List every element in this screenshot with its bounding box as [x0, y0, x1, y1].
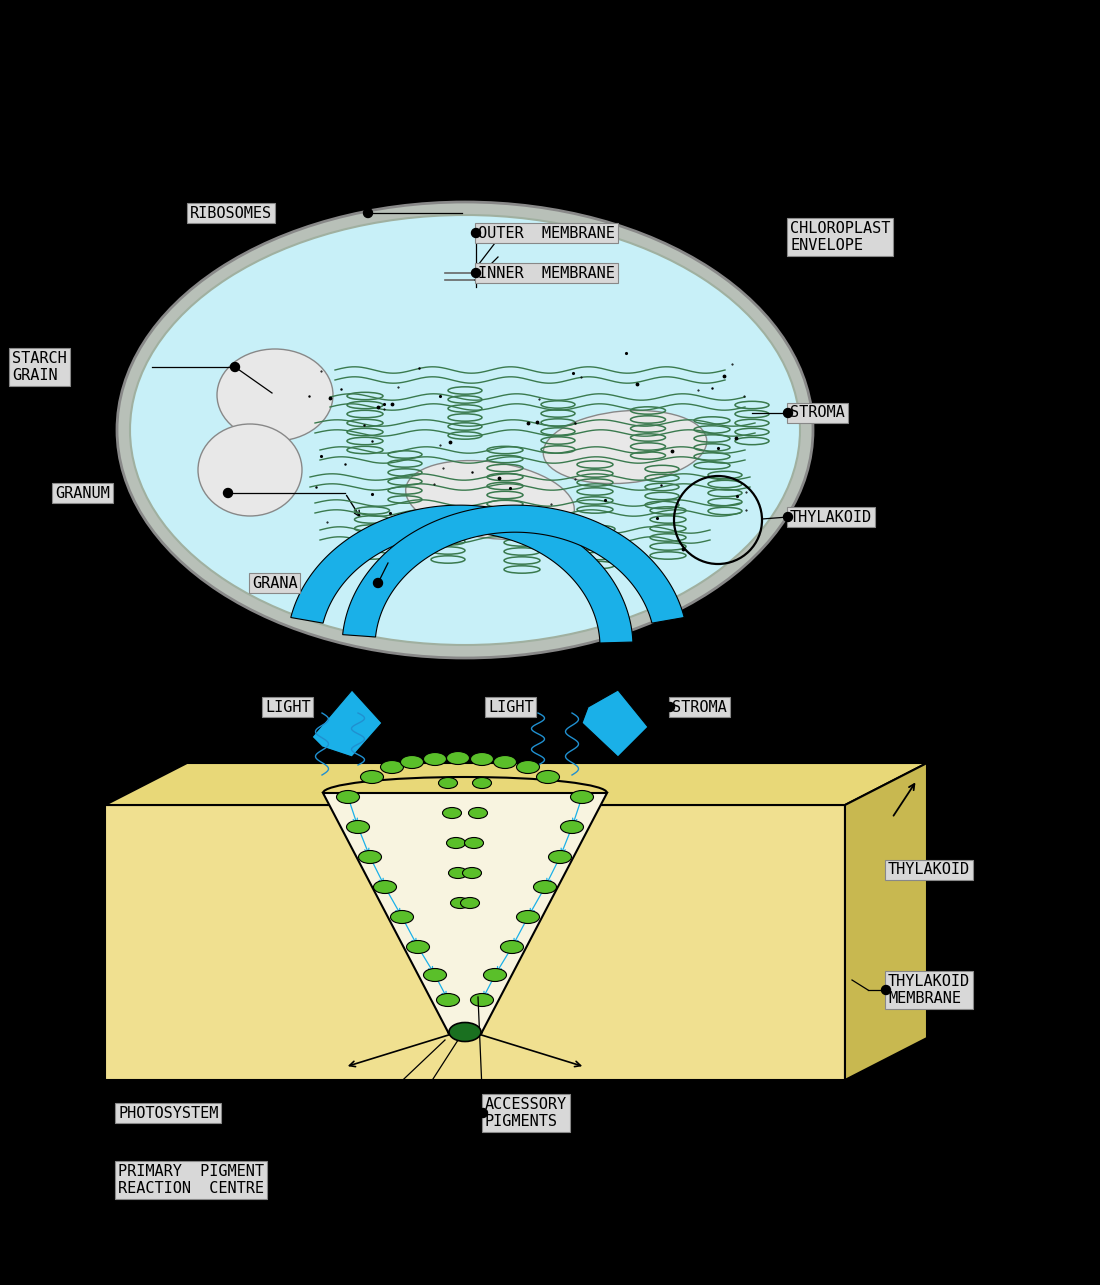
- Polygon shape: [323, 793, 607, 1032]
- Circle shape: [783, 513, 792, 522]
- Polygon shape: [104, 804, 845, 1079]
- Text: STROMA: STROMA: [672, 699, 727, 714]
- Ellipse shape: [517, 761, 539, 774]
- Ellipse shape: [424, 969, 447, 982]
- Text: GRANA: GRANA: [252, 576, 298, 591]
- Circle shape: [478, 1109, 487, 1118]
- Ellipse shape: [537, 771, 560, 784]
- Circle shape: [472, 269, 481, 278]
- Circle shape: [374, 578, 383, 587]
- Circle shape: [666, 703, 674, 712]
- Ellipse shape: [217, 350, 333, 441]
- Ellipse shape: [400, 756, 424, 768]
- Ellipse shape: [337, 790, 360, 803]
- Text: ACCESSORY
PIGMENTS: ACCESSORY PIGMENTS: [485, 1097, 568, 1130]
- Text: STROMA: STROMA: [790, 406, 845, 420]
- Ellipse shape: [198, 424, 302, 517]
- Circle shape: [472, 229, 481, 238]
- Circle shape: [881, 986, 891, 995]
- Text: THYLAKOID: THYLAKOID: [888, 862, 970, 878]
- Circle shape: [231, 362, 240, 371]
- Text: LIGHT: LIGHT: [488, 699, 534, 714]
- Circle shape: [783, 409, 792, 418]
- Polygon shape: [582, 690, 648, 757]
- Ellipse shape: [494, 756, 517, 768]
- Ellipse shape: [517, 911, 539, 924]
- Ellipse shape: [464, 838, 484, 848]
- Polygon shape: [312, 690, 382, 757]
- Ellipse shape: [381, 761, 404, 774]
- Ellipse shape: [484, 969, 506, 982]
- Text: THYLAKOID: THYLAKOID: [790, 509, 872, 524]
- Text: THYLAKOID
MEMBRANE: THYLAKOID MEMBRANE: [888, 974, 970, 1006]
- Ellipse shape: [442, 807, 462, 819]
- Ellipse shape: [461, 897, 480, 908]
- Ellipse shape: [500, 941, 524, 953]
- Ellipse shape: [359, 851, 382, 864]
- Ellipse shape: [447, 838, 465, 848]
- Polygon shape: [845, 763, 927, 1079]
- Ellipse shape: [437, 993, 460, 1006]
- Text: PRIMARY  PIGMENT
REACTION  CENTRE: PRIMARY PIGMENT REACTION CENTRE: [118, 1164, 264, 1196]
- Ellipse shape: [471, 993, 494, 1006]
- Ellipse shape: [451, 897, 470, 908]
- Ellipse shape: [543, 410, 706, 483]
- Text: GRANUM: GRANUM: [55, 486, 110, 500]
- Ellipse shape: [471, 753, 494, 766]
- Circle shape: [363, 1109, 373, 1118]
- Polygon shape: [104, 763, 927, 804]
- Polygon shape: [343, 505, 684, 637]
- Text: OUTER  MEMBRANE: OUTER MEMBRANE: [478, 225, 615, 240]
- Ellipse shape: [346, 821, 370, 834]
- Ellipse shape: [117, 202, 813, 658]
- Polygon shape: [290, 505, 632, 642]
- Circle shape: [363, 208, 373, 217]
- Ellipse shape: [561, 821, 583, 834]
- Ellipse shape: [534, 880, 557, 893]
- Ellipse shape: [449, 1023, 481, 1042]
- Ellipse shape: [447, 752, 470, 765]
- Ellipse shape: [473, 777, 492, 789]
- Ellipse shape: [469, 807, 487, 819]
- Text: PHOTOSYSTEM: PHOTOSYSTEM: [118, 1105, 219, 1121]
- Ellipse shape: [449, 867, 468, 879]
- Ellipse shape: [424, 753, 447, 766]
- Ellipse shape: [571, 790, 594, 803]
- Text: INNER  MEMBRANE: INNER MEMBRANE: [478, 266, 615, 280]
- Ellipse shape: [390, 911, 414, 924]
- Ellipse shape: [462, 867, 482, 879]
- Text: LIGHT: LIGHT: [265, 699, 310, 714]
- Ellipse shape: [130, 215, 800, 645]
- Ellipse shape: [374, 880, 396, 893]
- Ellipse shape: [361, 771, 384, 784]
- Ellipse shape: [439, 777, 458, 789]
- Text: RIBOSOMES: RIBOSOMES: [190, 206, 272, 221]
- Text: CHLOROPLAST
ENVELOPE: CHLOROPLAST ENVELOPE: [790, 221, 890, 253]
- Ellipse shape: [549, 851, 572, 864]
- Text: STARCH
GRAIN: STARCH GRAIN: [12, 351, 67, 383]
- Circle shape: [363, 1176, 373, 1185]
- Ellipse shape: [407, 941, 429, 953]
- Ellipse shape: [406, 460, 574, 540]
- Circle shape: [223, 488, 232, 497]
